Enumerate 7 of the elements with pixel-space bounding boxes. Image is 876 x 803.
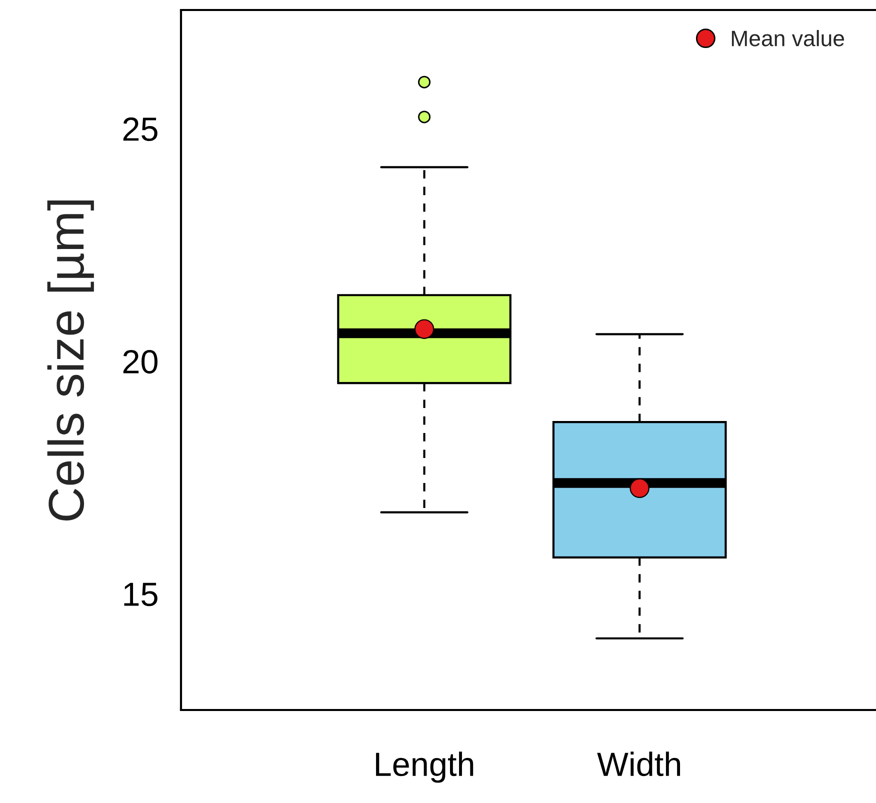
y-tick-label: 25: [123, 117, 158, 142]
x-tick-label: Length: [376, 752, 474, 783]
y-tick-label: 15: [124, 582, 158, 606]
legend-label: Mean value: [732, 30, 844, 46]
y-tick-label: 20: [123, 350, 158, 374]
y-axis-title: Cells size [µm]: [47, 200, 94, 520]
x-tick-label: Width: [597, 752, 680, 776]
